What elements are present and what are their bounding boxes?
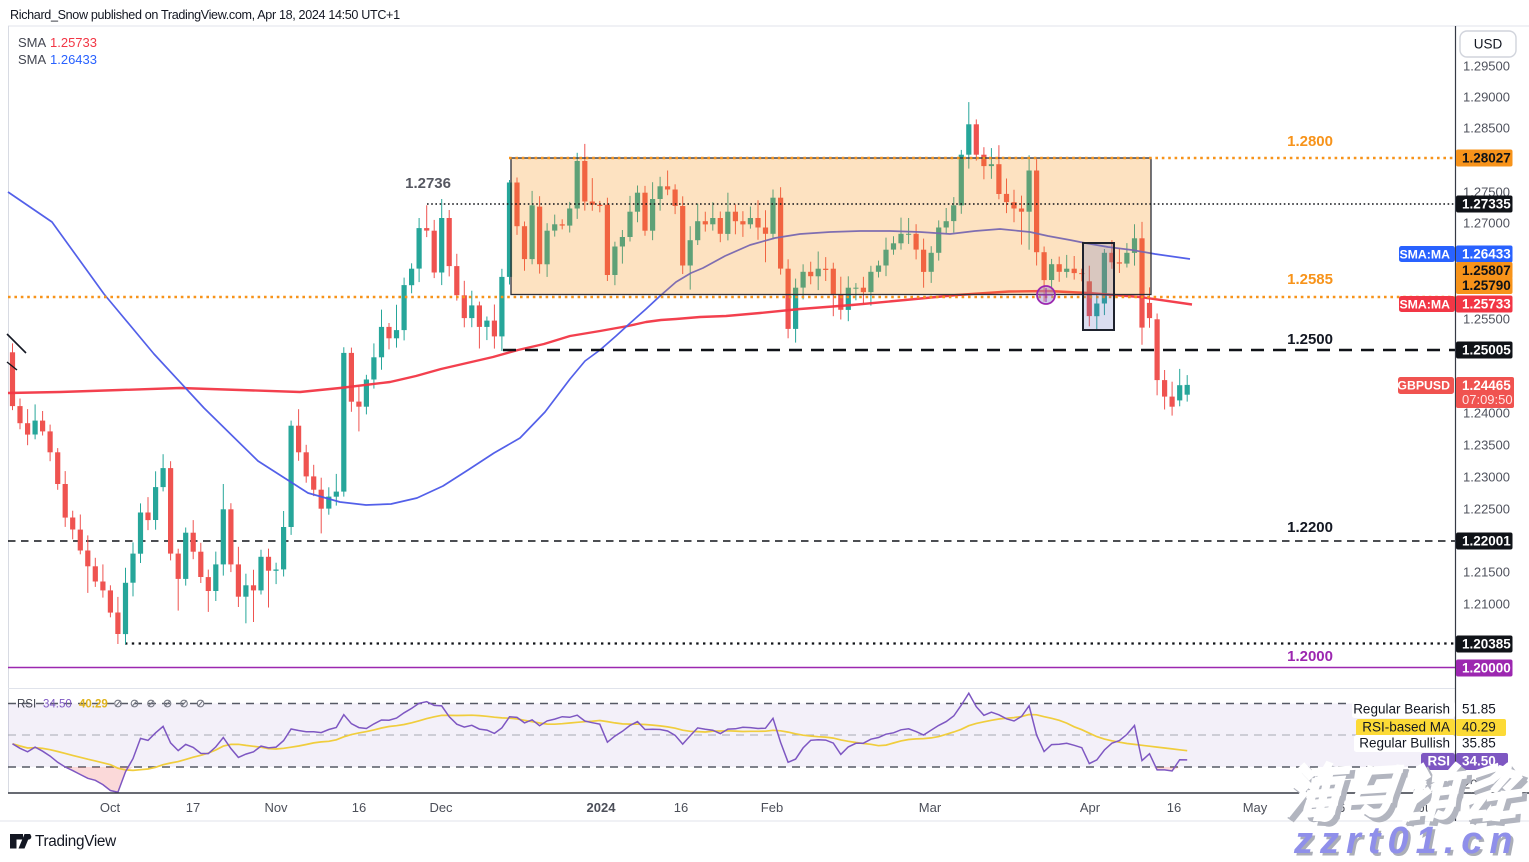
svg-text:1.21500: 1.21500	[1463, 565, 1510, 580]
svg-text:1.25733: 1.25733	[1462, 297, 1511, 312]
svg-text:40.29: 40.29	[1462, 720, 1496, 735]
svg-text:Feb: Feb	[761, 800, 783, 815]
svg-text:40.29: 40.29	[79, 699, 108, 711]
svg-text:1.25500: 1.25500	[1463, 312, 1510, 327]
svg-text:Regular Bearish: Regular Bearish	[1353, 702, 1450, 717]
svg-text:35.85: 35.85	[1462, 736, 1496, 751]
svg-text:TradingView: TradingView	[35, 833, 117, 850]
svg-text:1.26433: 1.26433	[1462, 247, 1511, 262]
svg-text:1.22500: 1.22500	[1463, 502, 1510, 517]
svg-text:SMA: SMA	[18, 35, 47, 50]
svg-text:16: 16	[352, 800, 366, 815]
svg-text:1.25807: 1.25807	[1462, 263, 1511, 278]
svg-text:RSI-based MA: RSI-based MA	[1362, 720, 1450, 735]
svg-text:16: 16	[674, 800, 688, 815]
svg-text:Oct: Oct	[100, 800, 121, 815]
svg-text:Richard_Snow published on Trad: Richard_Snow published on TradingView.co…	[10, 8, 400, 22]
svg-text:USD: USD	[1474, 37, 1503, 52]
svg-text:1.21000: 1.21000	[1463, 597, 1510, 612]
svg-text:1.29500: 1.29500	[1463, 59, 1510, 74]
svg-text:1.20385: 1.20385	[1462, 637, 1511, 652]
svg-text:SMA: SMA	[18, 52, 47, 67]
svg-text:1.27000: 1.27000	[1463, 216, 1510, 231]
svg-text:1.27335: 1.27335	[1462, 197, 1511, 212]
svg-text:1.22001: 1.22001	[1462, 534, 1511, 549]
svg-text:zzrt01.cn: zzrt01.cn	[1293, 820, 1520, 857]
svg-text:1.24465: 1.24465	[1462, 378, 1511, 393]
svg-text:07:09:50: 07:09:50	[1462, 392, 1513, 407]
svg-text:1.24000: 1.24000	[1463, 406, 1510, 421]
svg-text:1.2800: 1.2800	[1287, 133, 1333, 150]
svg-text:2024: 2024	[587, 800, 617, 815]
svg-text:1.29000: 1.29000	[1463, 90, 1510, 105]
svg-text:1.25733: 1.25733	[50, 35, 97, 50]
svg-text:SMA:MA: SMA:MA	[1399, 248, 1450, 262]
svg-text:Dec: Dec	[429, 800, 453, 815]
svg-text:51.85: 51.85	[1462, 702, 1496, 717]
svg-text:34.50: 34.50	[1462, 754, 1496, 769]
svg-text:1.25790: 1.25790	[1462, 278, 1511, 293]
svg-text:1.2200: 1.2200	[1287, 519, 1333, 536]
svg-text:Nov: Nov	[264, 800, 288, 815]
svg-text:1.28027: 1.28027	[1462, 151, 1511, 166]
svg-text:May: May	[1243, 800, 1268, 815]
svg-text:GBPUSD: GBPUSD	[1397, 379, 1450, 393]
svg-text:1.2585: 1.2585	[1287, 271, 1333, 288]
svg-text:1.20000: 1.20000	[1462, 661, 1511, 676]
svg-text:1.2736: 1.2736	[405, 175, 451, 192]
svg-text:RSI: RSI	[17, 699, 36, 711]
svg-text:1.28500: 1.28500	[1463, 121, 1510, 136]
svg-text:1.23500: 1.23500	[1463, 438, 1510, 453]
svg-text:1.2500: 1.2500	[1287, 331, 1333, 348]
svg-text:1.23000: 1.23000	[1463, 470, 1510, 485]
svg-text:RSI: RSI	[1427, 754, 1450, 769]
svg-text:zzrt01.cn: zzrt01.cn	[1296, 823, 1523, 858]
svg-text:Apr: Apr	[1080, 800, 1101, 815]
svg-text:1.25005: 1.25005	[1462, 343, 1511, 358]
svg-text:SMA:MA: SMA:MA	[1399, 298, 1450, 312]
svg-text:16: 16	[1167, 800, 1181, 815]
svg-text:1.2000: 1.2000	[1287, 648, 1333, 665]
svg-text:Mar: Mar	[919, 800, 942, 815]
svg-text:Regular Bullish: Regular Bullish	[1359, 736, 1450, 751]
svg-text:1.26433: 1.26433	[50, 52, 97, 67]
svg-text:34.50: 34.50	[43, 699, 72, 711]
svg-text:17: 17	[186, 800, 200, 815]
